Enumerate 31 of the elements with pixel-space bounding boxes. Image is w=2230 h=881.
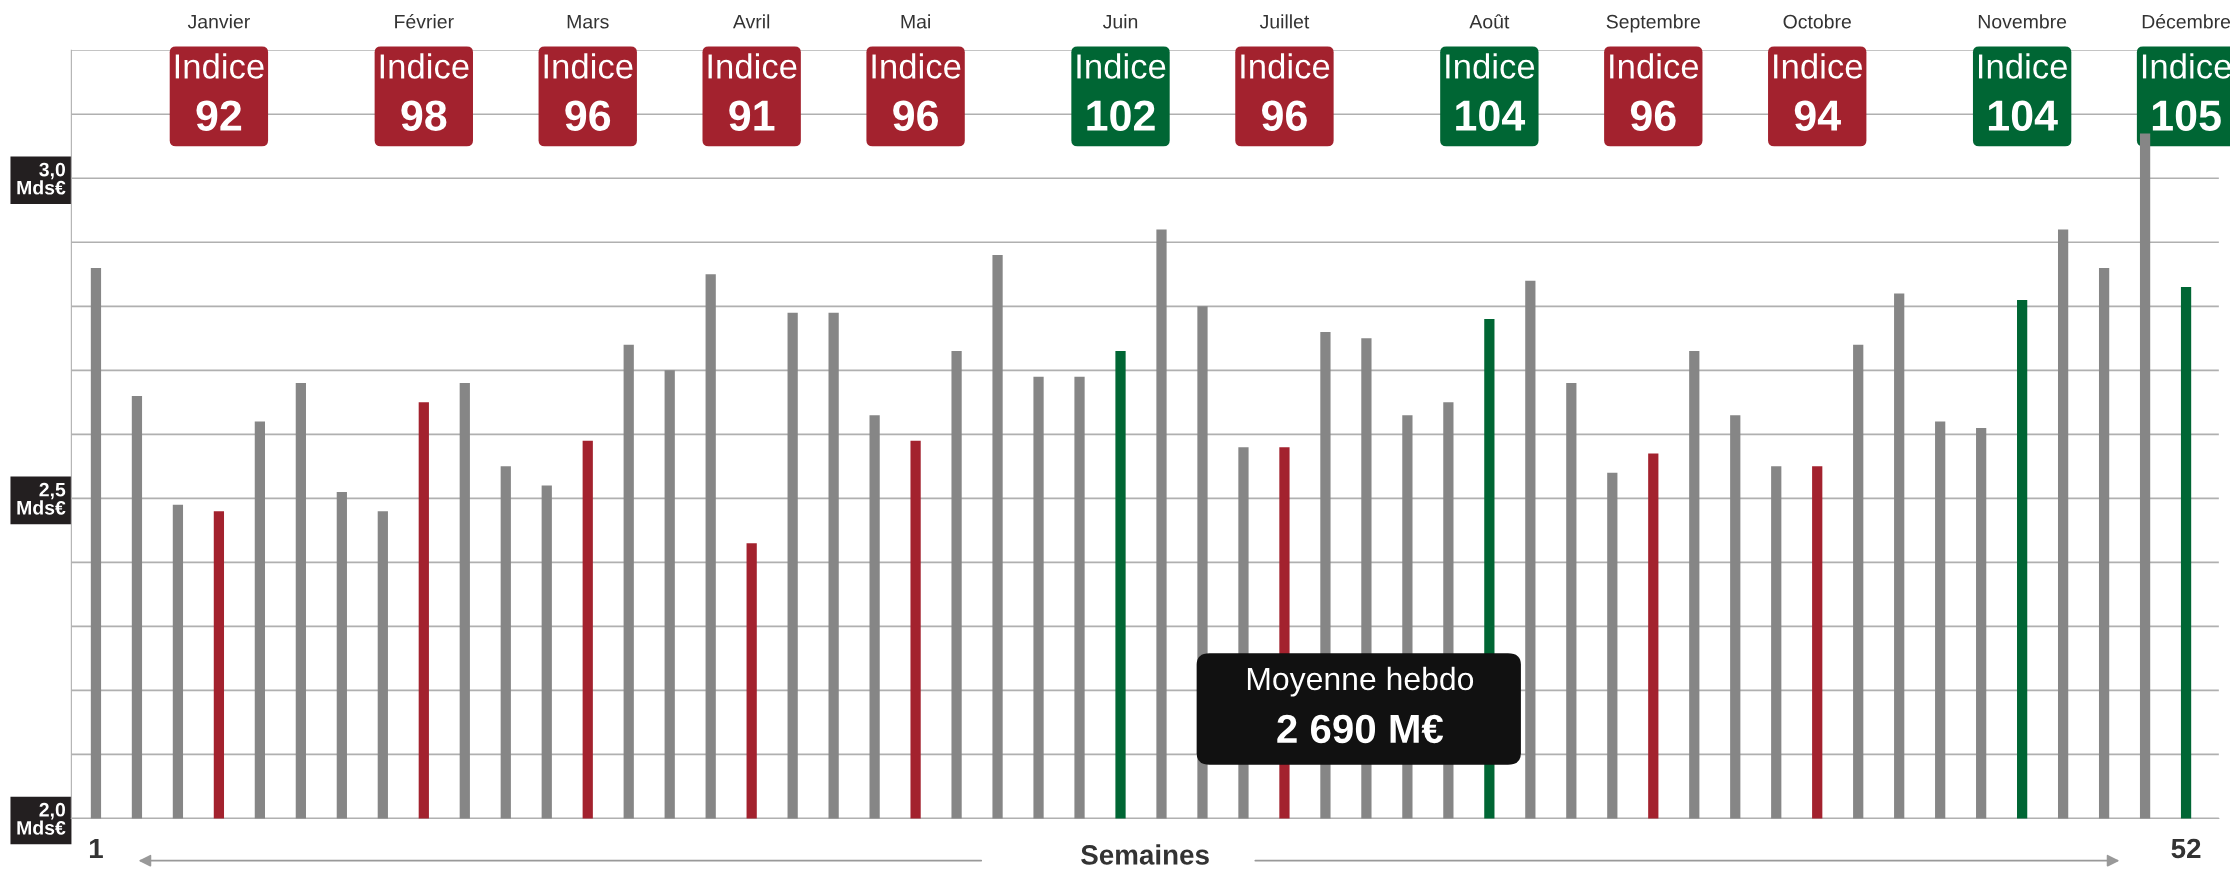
text: Mars — [567, 14, 609, 29]
annotation: Indice 104 — [1446, 53, 1535, 131]
annotation: Indice 96 — [872, 53, 961, 131]
text: Juillet — [1259, 14, 1310, 29]
annotation: Indice 96 — [1241, 53, 1330, 131]
annotation: Moyenne hebdo 2 690 M€ — [1247, 666, 1474, 744]
annotation: Indice 92 — [175, 53, 264, 131]
annotation: Indice 104 — [1979, 53, 2067, 131]
annotation: Indice 91 — [708, 53, 797, 131]
x-tick-label: 1 — [89, 838, 103, 859]
x-tick-label: 52 — [2171, 838, 2201, 859]
text: Juin — [1102, 14, 1138, 29]
annotation: Indice 96 — [544, 53, 633, 131]
text: Décembre — [2142, 14, 2230, 29]
annotation: Indice 102 — [1077, 53, 1166, 131]
annotation: Indice 96 — [1610, 53, 1699, 131]
x-axis-title: Semaines — [1081, 844, 1209, 865]
text: Octobre — [1783, 14, 1851, 29]
text: Avril — [732, 14, 770, 29]
annotation: Indice 105 — [2142, 53, 2230, 131]
annotation: Indice 98 — [380, 53, 469, 131]
annotation: Indice 94 — [1774, 53, 1863, 131]
y-tick-label: 3,0 Mds€ — [17, 162, 66, 195]
text: Novembre — [1978, 14, 2067, 29]
y-tick-label: 2,0 Mds€ — [17, 802, 66, 835]
text: Février — [395, 14, 454, 29]
text: Août — [1469, 14, 1510, 29]
y-tick-label: 2,5 Mds€ — [17, 482, 66, 515]
text: Septembre — [1606, 14, 1700, 33]
text: Janvier — [187, 14, 250, 29]
text: Mai — [901, 14, 930, 29]
